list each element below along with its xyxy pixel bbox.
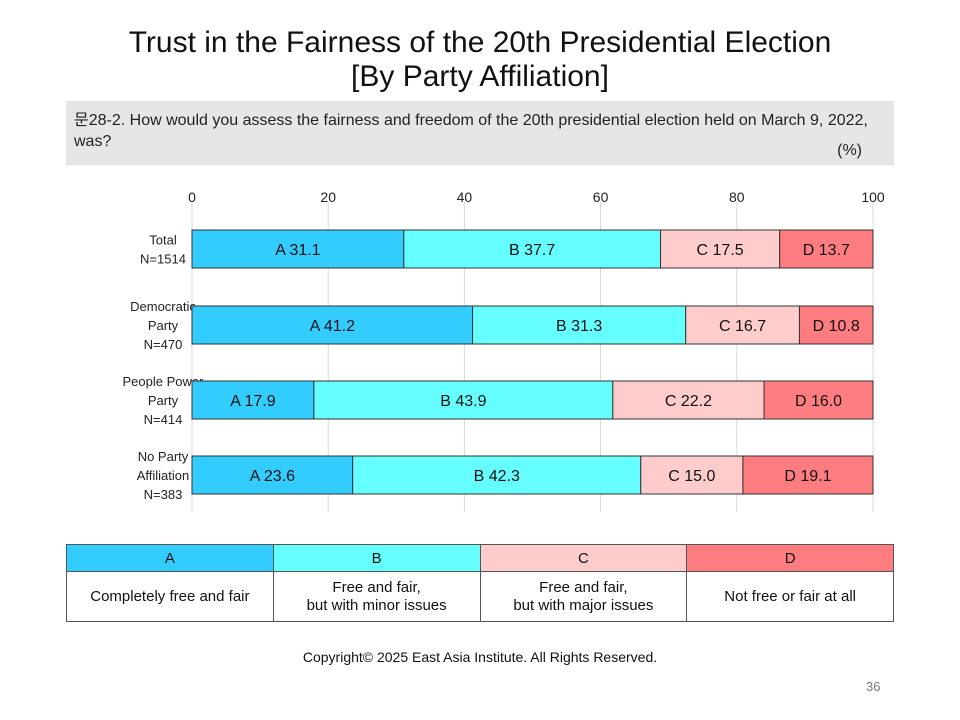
bar-segment-d xyxy=(742,455,874,495)
legend-desc-a: Completely free and fair xyxy=(66,571,274,622)
x-tick-label: 40 xyxy=(457,189,473,205)
legend-desc-c: Free and fair, but with major issues xyxy=(479,571,688,622)
category-label: Affiliation xyxy=(137,468,190,483)
question-box: 문28-2. How would you assess the fairness… xyxy=(66,101,894,165)
unit-label: (%) xyxy=(837,142,862,159)
data-label: A 41.2 xyxy=(310,318,355,335)
data-label: D 10.8 xyxy=(813,318,860,335)
bar-segment-b xyxy=(352,455,642,495)
legend-desc-c-line2: but with major issues xyxy=(513,596,654,614)
bar-segment-a xyxy=(191,455,354,495)
question-text: 문28-2. How would you assess the fairness… xyxy=(74,112,868,150)
legend-key-d: D xyxy=(686,544,894,572)
legend-desc-b-line2: but with minor issues xyxy=(306,596,447,614)
data-label: B 43.9 xyxy=(440,393,486,410)
data-label: B 42.3 xyxy=(474,468,520,485)
x-tick-label: 60 xyxy=(593,189,609,205)
copyright-notice: Copyright© 2025 East Asia Institute. All… xyxy=(302,649,658,665)
category-label: Total xyxy=(149,233,177,248)
legend-description-row: Completely free and fair Free and fair, … xyxy=(66,571,894,622)
bar-segment-d xyxy=(779,229,874,269)
category-label: No Party xyxy=(138,449,189,464)
category-label: N=1514 xyxy=(140,252,186,267)
x-tick-label: 0 xyxy=(188,189,196,205)
legend-table: A B C D Completely free and fair Free an… xyxy=(66,544,894,622)
category-label: Party xyxy=(148,318,179,333)
category-label: People Power xyxy=(123,374,205,389)
bar-segment-a xyxy=(191,305,474,345)
data-label: C 15.0 xyxy=(668,468,715,485)
legend-desc-a-line1: Completely free and fair xyxy=(90,587,250,605)
bar-segment-b xyxy=(313,380,614,420)
chart-title: Trust in the Fairness of the 20th Presid… xyxy=(0,26,960,94)
legend-desc-d: Not free or fair at all xyxy=(686,571,894,622)
data-label: C 17.5 xyxy=(697,242,744,259)
data-label: B 31.3 xyxy=(556,318,602,335)
x-tick-label: 20 xyxy=(320,189,336,205)
x-tick-label: 80 xyxy=(729,189,745,205)
title-line-2: [By Party Affiliation] xyxy=(351,60,609,93)
data-label: D 16.0 xyxy=(795,393,842,410)
title-line-1: Trust in the Fairness of the 20th Presid… xyxy=(128,26,832,59)
category-label: N=470 xyxy=(144,337,183,352)
x-tick-label: 100 xyxy=(861,189,885,205)
bar-segment-c xyxy=(640,455,744,495)
category-label: Party xyxy=(148,393,179,408)
data-label: D 19.1 xyxy=(784,468,831,485)
data-label: C 16.7 xyxy=(719,318,766,335)
bar-segment-b xyxy=(472,305,687,345)
data-label: B 37.7 xyxy=(509,242,555,259)
data-label: A 31.1 xyxy=(275,242,320,259)
stacked-bar-chart: 0 20 40 60 80 100 Total N=1514 Democratic Party N=… xyxy=(123,189,885,512)
category-label: N=414 xyxy=(144,412,183,427)
data-label: A 23.6 xyxy=(250,468,295,485)
bar-segment-b xyxy=(403,229,662,269)
bar-segment-c xyxy=(685,305,800,345)
data-label: A 17.9 xyxy=(230,393,275,410)
legend-desc-b: Free and fair, but with minor issues xyxy=(272,571,481,622)
data-label: D 13.7 xyxy=(803,242,850,259)
legend-desc-b-line1: Free and fair, xyxy=(332,578,421,596)
bar-segment-d xyxy=(763,380,874,420)
data-label: C 22.2 xyxy=(665,393,712,410)
legend-header-row: A B C D xyxy=(66,544,894,572)
bar-segment-d xyxy=(798,305,874,345)
bar-segment-c xyxy=(660,229,781,269)
legend-key-a: A xyxy=(66,544,274,572)
legend-key-b: B xyxy=(272,544,481,572)
legend-desc-d-line1: Not free or fair at all xyxy=(724,587,856,605)
legend-key-c: C xyxy=(479,544,688,572)
legend-desc-c-line1: Free and fair, xyxy=(539,578,628,596)
page-number: 36 xyxy=(866,679,881,694)
category-label: N=383 xyxy=(144,487,183,502)
category-label: Democratic xyxy=(130,299,196,314)
bar-segment-c xyxy=(612,380,765,420)
